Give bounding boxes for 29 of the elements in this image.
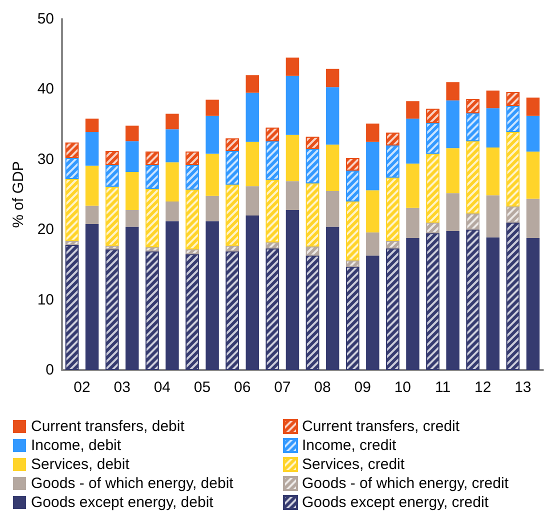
y-tick-label: 0: [46, 362, 54, 378]
y-axis-title: % of GDP: [10, 161, 27, 228]
y-tick-label: 30: [37, 150, 54, 168]
x-tick-label: 11: [434, 379, 451, 396]
legend-label: Goods except energy, credit: [302, 494, 490, 511]
x-tick-label: 08: [314, 379, 331, 396]
y-tick-label: 20: [37, 221, 54, 238]
legend-label: Current transfers, credit: [302, 418, 460, 435]
legend-label: Services, debit: [31, 456, 130, 473]
x-tick-label: 09: [354, 379, 371, 396]
legend-label: Income, debit: [31, 437, 122, 454]
legend-label: Income, credit: [302, 437, 398, 454]
x-tick-label: 03: [114, 379, 130, 396]
legend-label: Current transfers, debit: [31, 418, 186, 435]
x-tick-label: 07: [274, 379, 291, 396]
legend-label: Goods except energy, debit: [31, 494, 214, 511]
x-tick-label: 12: [474, 379, 492, 396]
legend-label: Goods - of which energy, debit: [31, 475, 234, 492]
x-tick-label: 02: [74, 379, 90, 396]
legend-label: Goods - of which energy, credit: [302, 475, 510, 492]
legend-label: Services, credit: [302, 456, 406, 473]
x-tick-label: 06: [234, 379, 251, 396]
x-tick-label: 05: [194, 379, 211, 396]
x-tick-label: 04: [154, 379, 171, 396]
x-tick-label: 13: [514, 379, 532, 396]
x-tick-label: 10: [394, 379, 412, 396]
y-tick-label: 40: [37, 80, 54, 98]
y-tick-label: 50: [37, 10, 54, 28]
y-tick-label: 10: [37, 291, 54, 308]
